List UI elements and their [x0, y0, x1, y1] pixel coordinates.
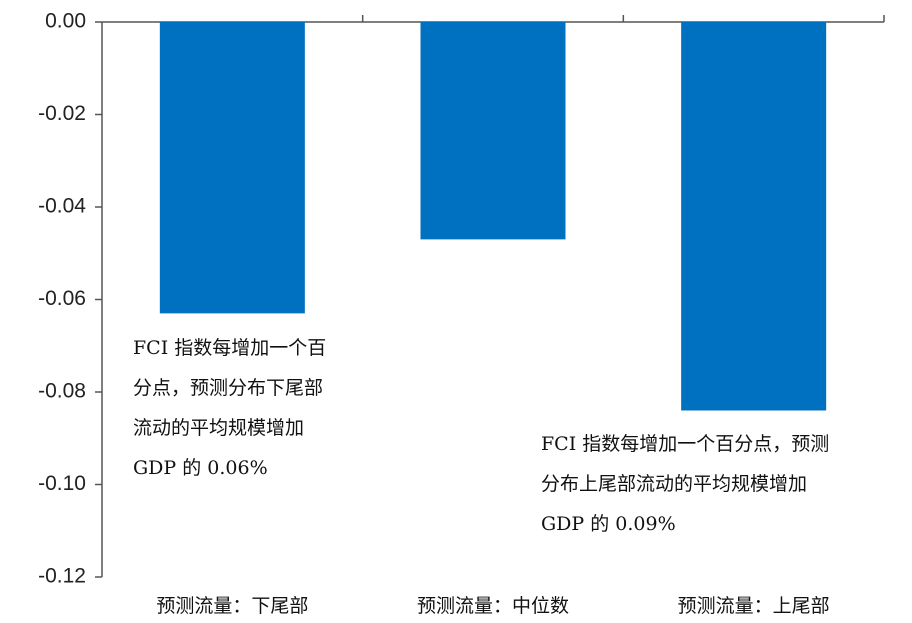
annotation-lower-tail-line: GDP 的 0.06%	[133, 457, 268, 479]
y-tick-label: 0.00	[45, 10, 86, 33]
annotation-lower-tail-line: FCI 指数每增加一个百	[133, 337, 327, 359]
category-labels: 预测流量：下尾部 预测流量：中位数 预测流量：上尾部	[156, 595, 829, 617]
annotation-lower-tail: FCI 指数每增加一个百 分点，预测分布下尾部 流动的平均规模增加 GDP 的 …	[133, 328, 326, 488]
x-axis	[102, 15, 885, 23]
y-tick-label: -0.04	[38, 195, 86, 218]
annotation-lower-tail-line: 分点，预测分布下尾部	[133, 377, 324, 399]
x-category-label: 预测流量：上尾部	[678, 595, 830, 617]
y-axis: 0.00 -0.02 -0.04 -0.06 -0.08 -0.10 -0.12	[38, 10, 103, 588]
annotation-upper-tail-line: 分布上尾部流动的平均规模增加	[541, 473, 808, 495]
annotation-lower-tail-line: 流动的平均规模增加	[133, 417, 305, 439]
x-category-label: 预测流量：中位数	[417, 595, 569, 617]
bar	[159, 22, 305, 314]
bar	[420, 22, 566, 240]
y-tick-label: -0.12	[38, 565, 86, 588]
y-tick-label: -0.02	[38, 102, 86, 125]
annotation-upper-tail-line: FCI 指数每增加一个百分点，预测	[541, 433, 830, 455]
y-tick-label: -0.10	[38, 472, 86, 495]
annotation-upper-tail: FCI 指数每增加一个百分点，预测 分布上尾部流动的平均规模增加 GDP 的 0…	[541, 424, 829, 544]
y-tick-label: -0.08	[38, 380, 86, 403]
bars	[159, 22, 827, 411]
y-tick-label: -0.06	[38, 287, 86, 310]
x-category-label: 预测流量：下尾部	[156, 595, 308, 617]
annotation-upper-tail-line: GDP 的 0.09%	[541, 513, 676, 535]
bar	[681, 22, 827, 411]
